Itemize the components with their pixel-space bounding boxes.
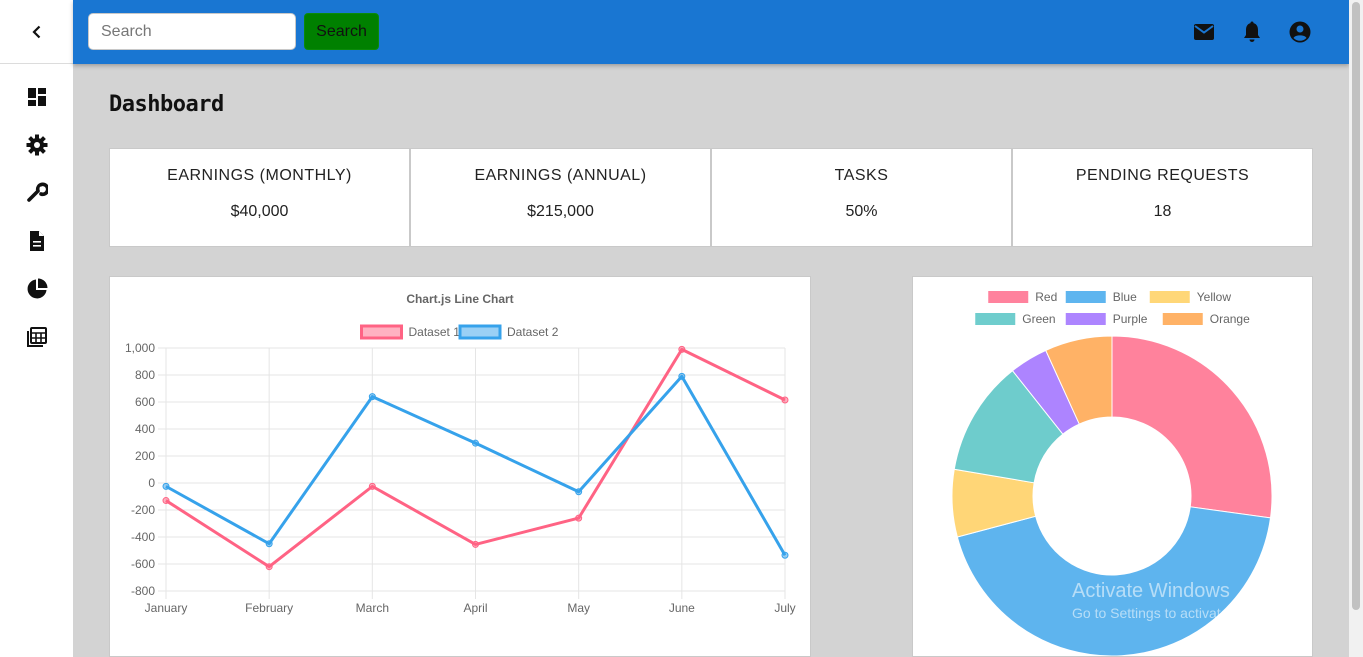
activation-watermark-title: Activate Windows xyxy=(1072,580,1230,602)
sidebar-item-documents[interactable] xyxy=(0,217,73,265)
data-point xyxy=(781,551,789,559)
data-point xyxy=(678,345,686,353)
y-tick-label: 400 xyxy=(135,422,155,436)
stat-card-value: 50% xyxy=(845,203,878,220)
x-tick-label: May xyxy=(567,601,590,615)
stat-card-tasks: TASKS 50% xyxy=(711,148,1012,247)
y-tick-label: -800 xyxy=(131,584,155,598)
doughnut-slice xyxy=(1045,335,1113,425)
y-tick-label: 600 xyxy=(135,395,155,409)
legend-swatch xyxy=(975,313,1016,325)
x-tick-label: April xyxy=(463,601,487,615)
legend-swatch xyxy=(1065,291,1106,303)
data-point xyxy=(162,482,170,490)
stat-card-value: 18 xyxy=(1153,203,1172,220)
x-tick-label: July xyxy=(774,601,795,615)
stat-card-pending-requests: PENDING REQUESTS 18 xyxy=(1012,148,1313,247)
sidebar-item-settings[interactable] xyxy=(0,121,73,169)
mail-icon xyxy=(1194,24,1214,40)
legend-swatch xyxy=(360,324,403,340)
legend-label: Orange xyxy=(1210,312,1250,326)
stat-card-value: $40,000 xyxy=(230,203,289,220)
stat-card-earnings-monthly: EARNINGS (MONTHLY) $40,000 xyxy=(109,148,410,247)
sidebar-collapse-button[interactable] xyxy=(0,0,73,64)
wrench-icon xyxy=(26,182,48,202)
legend-swatch xyxy=(988,291,1029,303)
sidebar-item-dashboard[interactable] xyxy=(0,73,73,121)
stat-card-value: $215,000 xyxy=(527,203,594,220)
library-icon xyxy=(26,327,47,347)
y-tick-label: 0 xyxy=(148,476,155,490)
mail-button[interactable] xyxy=(1192,20,1216,44)
y-tick-label: -400 xyxy=(131,530,155,544)
data-point xyxy=(678,372,686,380)
data-point xyxy=(265,540,273,548)
x-tick-label: March xyxy=(356,601,389,615)
pie-chart-icon xyxy=(27,278,47,299)
data-point xyxy=(575,488,583,496)
sidebar-item-tools[interactable] xyxy=(0,169,73,217)
legend-swatch xyxy=(458,324,502,340)
data-point xyxy=(781,396,789,404)
legend-swatch xyxy=(1149,291,1190,303)
activation-watermark-subtitle: Go to Settings to activate Windows. xyxy=(1072,605,1293,621)
data-point xyxy=(368,393,376,401)
chevron-left-icon xyxy=(31,25,40,38)
chart-title: Chart.js Line Chart xyxy=(406,292,513,306)
page-title: Dashboard xyxy=(109,92,224,117)
legend-label: Red xyxy=(1035,290,1057,304)
doughnut-slice xyxy=(956,506,1272,657)
legend-swatch xyxy=(1065,313,1106,325)
y-tick-label: -200 xyxy=(131,503,155,517)
x-tick-label: January xyxy=(145,601,188,615)
legend-label: Yellow xyxy=(1197,290,1232,304)
y-tick-label: 800 xyxy=(135,368,155,382)
stat-card-title: TASKS xyxy=(834,167,889,184)
dashboard-icon xyxy=(27,88,46,106)
stat-card-title: PENDING REQUESTS xyxy=(1075,167,1250,184)
sidebar-item-library[interactable] xyxy=(0,313,73,361)
data-point xyxy=(368,482,376,490)
search-button[interactable]: Search xyxy=(304,13,379,50)
legend-label: Purple xyxy=(1113,312,1148,326)
stat-card-title: EARNINGS (MONTHLY) xyxy=(167,167,352,184)
legend-swatch xyxy=(1162,313,1203,325)
bell-icon xyxy=(1244,21,1260,42)
top-app-bar: Search xyxy=(73,0,1349,64)
x-tick-label: June xyxy=(669,601,695,615)
gear-icon xyxy=(26,134,47,156)
x-tick-label: February xyxy=(245,601,293,615)
data-point xyxy=(162,497,170,505)
document-icon xyxy=(29,231,44,251)
scrollbar-thumb[interactable] xyxy=(1352,2,1360,610)
page-scrollbar[interactable] xyxy=(1349,0,1363,657)
stat-card-title: EARNINGS (ANNUAL) xyxy=(474,167,647,184)
line-chart-panel: Chart.js Line Chart Dataset 1 Dataset 2 1,0… xyxy=(109,276,811,657)
legend-label: Green xyxy=(1022,312,1055,326)
notifications-button[interactable] xyxy=(1240,20,1264,44)
sidebar-item-charts[interactable] xyxy=(0,265,73,313)
data-point xyxy=(472,540,479,548)
header-actions xyxy=(1192,20,1312,44)
doughnut-chart-panel: Red Blue Yellow Green Purple Orange xyxy=(912,276,1313,657)
stat-card-earnings-annual: EARNINGS (ANNUAL) $215,000 xyxy=(410,148,711,247)
doughnut-chart: Red Blue Yellow Green Purple Orange xyxy=(951,290,1273,657)
y-tick-label: -600 xyxy=(131,557,155,571)
legend-label: Dataset 1 xyxy=(409,325,461,339)
data-point xyxy=(265,563,273,571)
data-point xyxy=(472,439,479,447)
legend-label: Dataset 2 xyxy=(507,325,559,339)
sidebar xyxy=(0,0,73,657)
legend-label: Blue xyxy=(1113,290,1137,304)
line-chart: Chart.js Line Chart Dataset 1 Dataset 2 1,0… xyxy=(125,292,796,615)
account-circle-icon xyxy=(1289,21,1311,43)
account-button[interactable] xyxy=(1288,20,1312,44)
y-tick-label: 200 xyxy=(135,449,155,463)
data-point xyxy=(575,514,583,522)
search-input[interactable] xyxy=(88,13,296,50)
y-tick-label: 1,000 xyxy=(125,341,155,355)
doughnut-slice xyxy=(1111,335,1273,519)
